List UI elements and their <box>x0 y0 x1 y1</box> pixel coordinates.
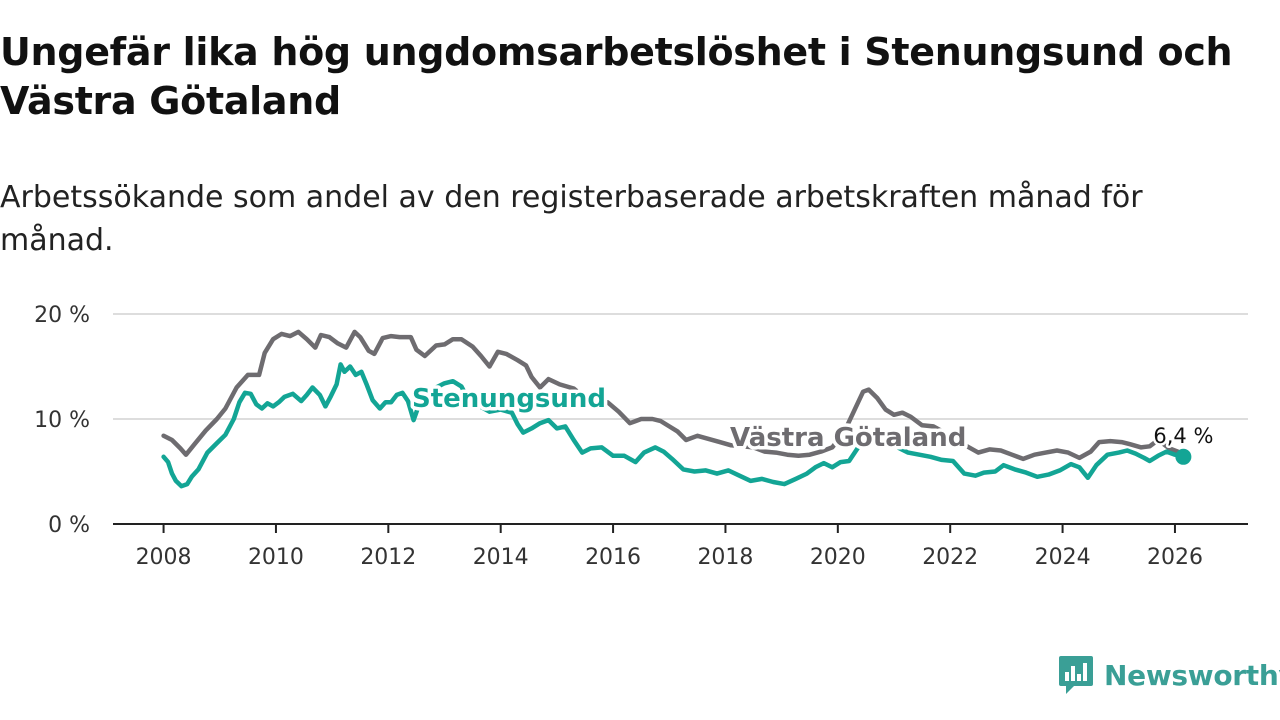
x-tick-label: 2018 <box>697 545 753 570</box>
series-line-stenungsund <box>161 362 1186 489</box>
x-tick-label: 2008 <box>136 545 192 570</box>
x-tick-label: 2010 <box>248 545 304 570</box>
series-label-vastra-gotaland: Västra Götaland <box>730 423 966 453</box>
x-tick-label: 2020 <box>810 545 866 570</box>
series-label-stenungsund: Stenungsund <box>412 384 606 414</box>
end-point-marker <box>1175 448 1192 465</box>
x-tick-label: 2022 <box>922 545 978 570</box>
brand-name: Newsworthy <box>1104 658 1280 692</box>
y-tick-label: 0 % <box>48 513 90 538</box>
x-tick-label: 2012 <box>360 545 416 570</box>
x-tick-label: 2014 <box>473 545 529 570</box>
x-tick-label: 2016 <box>585 545 641 570</box>
bar-chart-speech-bubble-icon <box>1059 656 1093 694</box>
x-tick-label: 2026 <box>1147 545 1203 570</box>
end-value-label: 6,4 % <box>1153 424 1213 448</box>
series-line-vastra-gotaland <box>161 329 1186 462</box>
newsworthy-logo: Newsworthy <box>1058 654 1280 696</box>
y-tick-label: 20 % <box>34 303 90 328</box>
x-tick-label: 2024 <box>1035 545 1091 570</box>
chart-title: Ungefär lika hög ungdomsarbetslöshet i S… <box>0 30 1233 123</box>
y-tick-label: 10 % <box>34 408 90 433</box>
chart-subtitle: Arbetssökande som andel av den registerb… <box>0 180 1143 258</box>
